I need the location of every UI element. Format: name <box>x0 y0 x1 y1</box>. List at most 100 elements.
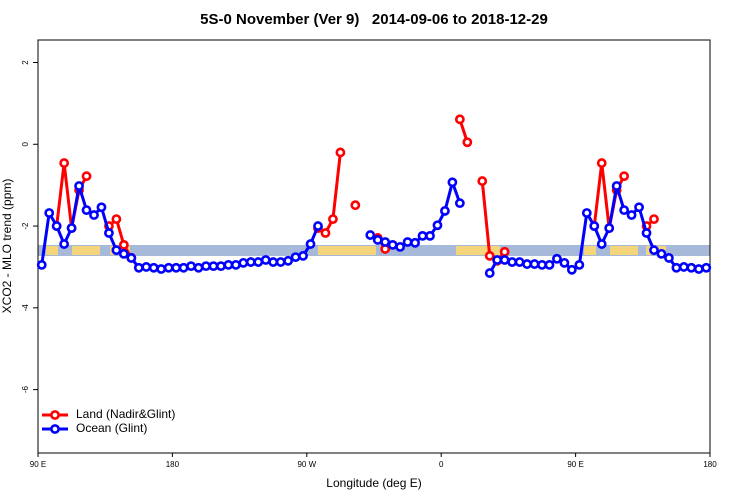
point <box>36 260 47 270</box>
point <box>402 237 413 247</box>
y-tick-label: 2 <box>21 60 30 65</box>
point <box>118 239 129 250</box>
band-land <box>72 246 100 255</box>
point <box>305 239 316 249</box>
x-tick-label: 0 <box>439 460 444 469</box>
point <box>477 176 488 186</box>
point <box>649 214 659 225</box>
point <box>313 221 323 231</box>
point <box>462 137 473 148</box>
point <box>283 255 294 266</box>
y-tick-label: -2 <box>21 222 30 230</box>
point <box>328 214 338 225</box>
point <box>619 205 630 216</box>
point <box>559 257 570 268</box>
point <box>686 262 697 273</box>
point <box>671 262 682 273</box>
band-land <box>610 246 638 255</box>
band-land <box>456 246 500 255</box>
point <box>537 260 547 270</box>
band-land <box>584 246 596 255</box>
point <box>417 230 428 241</box>
point <box>126 253 137 263</box>
point <box>163 262 174 273</box>
point <box>133 262 144 273</box>
point <box>425 230 435 241</box>
point <box>499 246 510 257</box>
point <box>275 257 286 267</box>
legend: Land (Nadir&Glint)Ocean (Glint) <box>42 407 175 435</box>
y-tick-label: -4 <box>21 304 30 312</box>
point <box>268 257 279 267</box>
point <box>611 181 622 191</box>
y-tick-label: 0 <box>21 141 30 146</box>
point <box>320 228 331 238</box>
point <box>484 251 495 261</box>
point <box>51 221 62 231</box>
point <box>380 237 391 247</box>
point <box>492 255 503 265</box>
point <box>118 248 129 259</box>
point <box>693 264 704 274</box>
legend-marker <box>50 410 60 420</box>
point <box>156 264 167 274</box>
point <box>432 220 443 231</box>
plot-frame <box>37 39 711 454</box>
point <box>216 261 226 272</box>
x-tick-label: 90 E <box>567 460 583 469</box>
point <box>253 257 264 267</box>
point <box>634 202 644 213</box>
point <box>574 260 585 270</box>
point <box>664 253 674 263</box>
legend-label: Land (Nadir&Glint) <box>76 407 175 421</box>
point <box>238 257 249 268</box>
point <box>484 268 495 278</box>
chart-title: 5S-0 November (Ver 9) 2014-09-06 to 2018… <box>200 11 548 28</box>
point <box>641 228 652 238</box>
point <box>454 198 465 209</box>
point <box>111 245 122 256</box>
point <box>507 257 518 267</box>
point <box>678 262 689 272</box>
point <box>260 255 271 265</box>
point <box>365 230 376 240</box>
point <box>447 177 458 188</box>
point <box>499 255 510 265</box>
legend-label: Ocean (Glint) <box>76 421 147 435</box>
x-tick-label: 180 <box>703 460 717 469</box>
point <box>626 210 637 220</box>
x-axis-label: Longitude (deg E) <box>326 476 421 490</box>
point <box>81 205 92 216</box>
point <box>59 158 70 168</box>
point <box>59 239 70 249</box>
point <box>410 237 420 248</box>
point <box>66 223 77 233</box>
point <box>111 214 122 225</box>
point <box>245 257 256 267</box>
point <box>148 262 159 273</box>
point <box>96 202 107 213</box>
point <box>387 239 398 250</box>
band-land <box>46 246 58 255</box>
series <box>36 177 712 278</box>
point <box>656 248 667 259</box>
point <box>186 261 196 272</box>
y-tick-label: -6 <box>21 386 30 394</box>
point <box>335 147 346 158</box>
point <box>208 261 219 272</box>
point <box>104 228 114 238</box>
point <box>193 262 204 273</box>
point <box>395 242 406 252</box>
point <box>544 260 555 270</box>
point <box>596 158 607 168</box>
point <box>529 259 540 269</box>
point <box>649 245 659 256</box>
point <box>619 171 630 182</box>
point <box>178 262 189 273</box>
point <box>589 221 600 231</box>
point <box>81 171 92 182</box>
x-tick-label: 90 E <box>30 460 46 469</box>
point <box>454 114 465 125</box>
point <box>290 252 301 263</box>
point <box>171 262 182 273</box>
